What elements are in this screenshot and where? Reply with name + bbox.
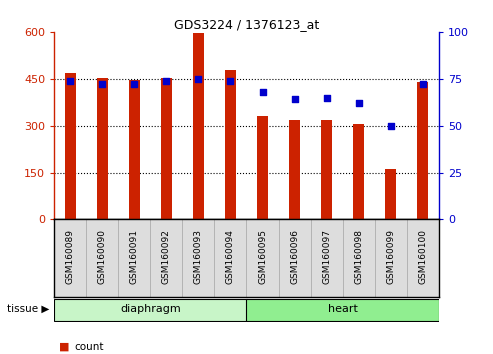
Text: count: count (74, 342, 104, 352)
Point (66, 78, 74, 84)
Text: tissue ▶: tissue ▶ (7, 304, 49, 314)
Text: GSM160098: GSM160098 (354, 229, 363, 284)
Bar (161, 78, 172, 219)
Bar (417, 82, 428, 219)
Point (387, 123, 394, 129)
Bar (321, 120, 332, 219)
Bar (375, 219, 407, 297)
Text: heart: heart (328, 304, 357, 314)
Bar (385, 169, 396, 219)
Text: GSM160094: GSM160094 (226, 229, 235, 284)
Point (290, 97, 298, 102)
Bar (86, 219, 118, 297)
Bar (289, 120, 300, 219)
Bar (257, 116, 268, 219)
Text: GSM160093: GSM160093 (194, 229, 203, 284)
Bar (118, 219, 150, 297)
Text: GSM160095: GSM160095 (258, 229, 267, 284)
Text: ■: ■ (59, 342, 70, 352)
Bar (193, 33, 204, 219)
Bar (54, 219, 86, 297)
Point (194, 76, 202, 81)
Bar (353, 124, 364, 219)
Bar (343, 219, 375, 297)
Bar (214, 219, 246, 297)
Bar (182, 219, 214, 297)
Text: GSM160092: GSM160092 (162, 229, 171, 284)
Bar (65, 73, 76, 219)
Point (354, 100, 362, 106)
Text: GSM160100: GSM160100 (418, 229, 427, 284)
Bar (246, 299, 439, 321)
Bar (279, 219, 311, 297)
Point (419, 81, 426, 87)
Point (130, 81, 138, 87)
Bar (225, 70, 236, 219)
Bar (407, 219, 439, 297)
Point (226, 78, 234, 84)
Text: GSM160089: GSM160089 (66, 229, 75, 284)
Text: GSM160096: GSM160096 (290, 229, 299, 284)
Point (258, 89, 266, 95)
Bar (246, 219, 279, 297)
Bar (150, 219, 182, 297)
Point (162, 78, 170, 84)
Bar (54, 299, 246, 321)
Text: GSM160091: GSM160091 (130, 229, 139, 284)
Text: diaphragm: diaphragm (120, 304, 181, 314)
Point (322, 95, 330, 101)
Text: GSM160090: GSM160090 (98, 229, 107, 284)
Text: GSM160099: GSM160099 (386, 229, 395, 284)
Text: GSM160097: GSM160097 (322, 229, 331, 284)
Point (98, 81, 106, 87)
Title: GDS3224 / 1376123_at: GDS3224 / 1376123_at (174, 18, 319, 31)
Bar (311, 219, 343, 297)
Bar (129, 80, 140, 219)
Bar (97, 78, 108, 219)
